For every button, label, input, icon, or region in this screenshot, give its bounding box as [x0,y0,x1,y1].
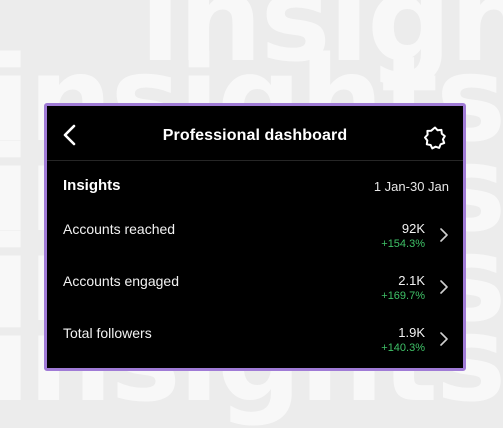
settings-button[interactable] [423,126,447,150]
chevron-left-icon [63,124,76,146]
metric-change: +169.7% [381,290,425,302]
professional-dashboard-panel: Professional dashboard Insights 1 Jan-30… [44,103,466,371]
metric-change: +140.3% [381,342,425,354]
chevron-right-icon [440,280,448,294]
insights-title: Insights [63,177,121,194]
metric-label: Accounts reached [63,221,176,237]
metric-label: Total followers [63,325,152,341]
metric-change: +154.3% [381,238,425,250]
metric-value: 1.9K [398,325,425,340]
watermark-text: insights [140,0,503,88]
metric-row-accounts-reached[interactable]: Accounts reached 92K +154.3% [47,205,463,257]
insights-header: Insights 1 Jan-30 Jan [47,161,463,205]
dashboard-header: Professional dashboard [47,106,463,161]
back-button[interactable] [61,124,79,146]
metric-label: Accounts engaged [63,273,179,289]
metric-row-accounts-engaged[interactable]: Accounts engaged 2.1K +169.7% [47,257,463,309]
chevron-right-icon [440,228,448,242]
date-range[interactable]: 1 Jan-30 Jan [373,179,449,194]
metric-row-total-followers[interactable]: Total followers 1.9K +140.3% [47,309,463,361]
metric-value: 2.1K [398,273,425,288]
page-title: Professional dashboard [162,127,348,144]
chevron-right-icon [440,332,448,346]
metric-value: 92K [401,221,425,236]
gear-icon [424,126,446,150]
